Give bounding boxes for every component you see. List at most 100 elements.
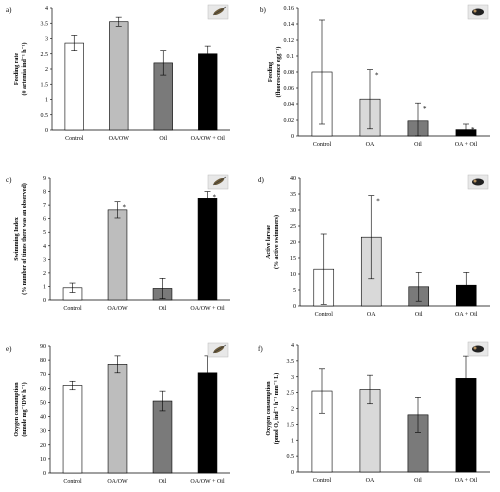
y-tick-label: 30	[290, 208, 296, 214]
y-tick-label: 25	[290, 224, 296, 230]
y-axis-title: Oxygen consumption	[266, 381, 272, 436]
y-tick-label: 6	[43, 217, 46, 223]
icon-spot	[473, 346, 477, 350]
y-axis-title: Feeding rate	[14, 53, 20, 85]
bar	[107, 209, 128, 301]
y-tick-label: 2.5	[41, 52, 49, 58]
copepod-icon	[207, 4, 229, 20]
significance-star: *	[375, 72, 379, 80]
y-tick-label: 0	[43, 298, 46, 304]
larva-icon	[467, 341, 489, 357]
category-label: OA/OW + Oil	[191, 136, 226, 142]
y-tick-label: 0.1	[287, 54, 295, 60]
y-tick-label: 0	[291, 134, 294, 140]
category-label: Control	[313, 478, 332, 484]
panel-label: f)	[258, 345, 263, 353]
y-tick-label: 3	[45, 37, 48, 43]
y-tick-label: 3.5	[41, 21, 49, 27]
category-label: Oil	[159, 306, 167, 312]
category-label: Oil	[414, 142, 422, 148]
panel-label: a)	[6, 6, 12, 14]
icon-antenna	[212, 6, 227, 16]
y-axis-units: (% active swimmers)	[273, 215, 280, 269]
icon-body	[472, 8, 484, 16]
copepod-icon	[207, 342, 229, 358]
category-label: Control	[313, 142, 332, 148]
y-tick-label: 0.5	[287, 454, 295, 460]
y-tick-label: 40	[290, 176, 296, 182]
y-tick-label: 0.12	[284, 38, 295, 44]
icon-antenna	[212, 176, 227, 186]
y-axis-title: Active larvae	[266, 225, 272, 259]
y-axis-units: (nmole mg⁻¹DW h⁻¹)	[21, 382, 28, 436]
category-label: Oil	[414, 478, 422, 484]
y-tick-label: 8	[43, 190, 46, 196]
category-label: OA + Oil	[455, 478, 478, 484]
significance-star: *	[423, 105, 427, 113]
y-tick-label: 1.5	[287, 422, 295, 428]
y-tick-label: 5	[293, 288, 296, 294]
y-tick-label: 1	[43, 284, 46, 290]
y-tick-label: 4	[43, 244, 46, 250]
y-tick-label: 2	[45, 67, 48, 73]
bar	[198, 53, 218, 131]
y-tick-label: 35	[290, 192, 296, 198]
y-tick-label: 2	[43, 271, 46, 277]
y-tick-label: 5	[43, 230, 46, 236]
y-tick-label: 1	[291, 438, 294, 444]
category-label: OA/OW	[109, 136, 130, 142]
y-tick-label: 0.08	[284, 70, 295, 76]
y-tick-label: 0.5	[41, 113, 49, 119]
y-tick-label: 1.5	[41, 82, 49, 88]
category-label: OA	[366, 142, 375, 148]
y-tick-label: 3	[291, 375, 294, 381]
panel-d: d) 0 5 10 15 20 25 30 35 40 Active larvae (% active…	[258, 174, 490, 318]
category-label: Oil	[415, 312, 423, 318]
panel-label: d)	[258, 176, 265, 184]
y-tick-label: 0	[43, 471, 46, 477]
panel-label: e)	[6, 345, 12, 353]
panel-a: a) 0 0.5 1 1.5 2 2.5 3 3.5 4 Feeding rate (# artemi…	[6, 4, 230, 142]
y-tick-label: 1	[45, 98, 48, 104]
bar	[197, 198, 218, 301]
category-label: Oil	[159, 136, 167, 142]
panel-b: b) 0 0.02 0.04 0.06 0.08 0.1 0.12 0.14 0.16 Feedin…	[260, 4, 490, 148]
y-tick-label: 3.5	[287, 359, 295, 365]
larva-icon	[467, 174, 489, 190]
y-tick-label: 2.5	[287, 391, 295, 397]
y-tick-label: 40	[40, 415, 46, 421]
y-tick-label: 0.16	[284, 6, 295, 12]
y-tick-label: 30	[40, 429, 46, 435]
y-axis-title: Oxygen consumption	[14, 382, 20, 437]
bar	[152, 400, 173, 474]
y-tick-label: 0.06	[284, 86, 295, 92]
panel-c: c) 0 1 2 3 4 5 6 7 8 9 Swimming Index (% number of t…	[6, 174, 230, 312]
significance-star: *	[376, 198, 380, 206]
panel-label: b)	[260, 6, 267, 14]
y-tick-label: 0	[293, 304, 296, 310]
panel-label: c)	[6, 176, 12, 184]
y-tick-label: 0.14	[284, 22, 295, 28]
icon-body	[472, 178, 484, 186]
category-label: OA	[367, 312, 376, 318]
category-label: OA + Oil	[455, 312, 478, 318]
y-tick-label: 0.02	[284, 118, 295, 124]
category-label: Control	[65, 136, 84, 142]
panel-f: f) 0 0.5 1 1.5 2 2.5 3 3.5 4 Oxygen consumption (pm…	[258, 341, 490, 484]
category-label: OA	[366, 478, 375, 484]
y-axis-units: (pmol O₂ ind⁻¹ h⁻¹ mm⁻¹ L)	[273, 373, 280, 445]
y-tick-label: 10	[290, 272, 296, 278]
y-tick-label: 50	[40, 400, 46, 406]
icon-antenna	[212, 344, 227, 354]
y-tick-label: 80	[40, 358, 46, 364]
y-axis-title: Swimming Index	[14, 217, 20, 261]
significance-star: *	[213, 194, 217, 202]
category-label: Control	[63, 306, 82, 312]
bar	[107, 364, 128, 474]
icon-spot	[473, 179, 477, 183]
y-tick-label: 3	[43, 257, 46, 263]
y-tick-label: 7	[43, 203, 46, 209]
category-label: OA/OW + Oil	[190, 479, 225, 485]
bar	[109, 21, 129, 131]
